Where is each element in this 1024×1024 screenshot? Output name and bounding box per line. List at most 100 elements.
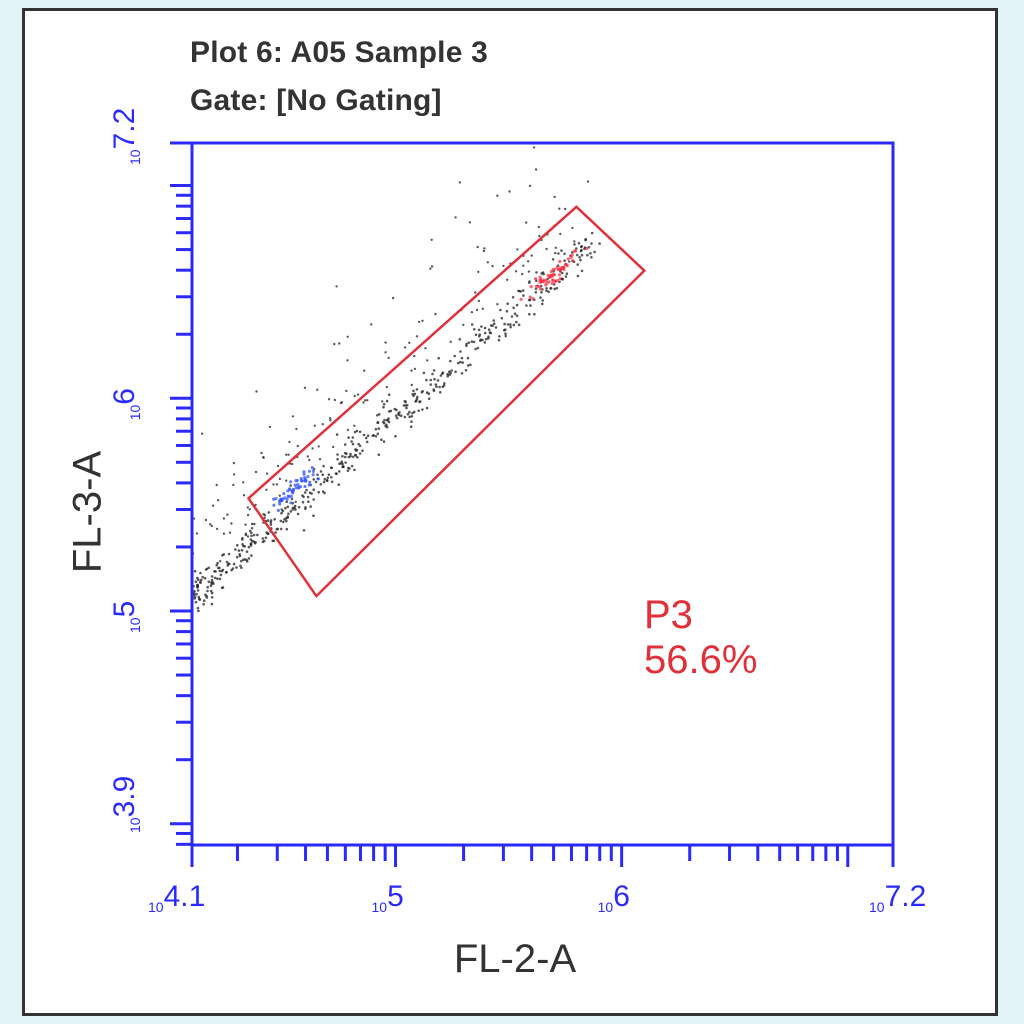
event-dot (356, 393, 360, 396)
event-dot (227, 552, 231, 556)
event-dot (535, 271, 538, 274)
event-dot (570, 253, 574, 257)
plot-frame (22, 8, 998, 1016)
event-dot (196, 589, 200, 592)
event-dot (584, 237, 587, 241)
event-dot (573, 249, 577, 253)
event-dot (202, 599, 206, 602)
gate-percent-label: 56.6% (644, 638, 758, 682)
event-dot (583, 247, 586, 250)
event-dot (242, 481, 245, 484)
event-dot (483, 331, 487, 335)
event-dot (197, 609, 200, 613)
gate-layer[interactable] (246, 205, 647, 599)
event-dot (210, 596, 214, 599)
event-dot (339, 401, 343, 405)
event-dot (474, 347, 477, 351)
gate-polygon[interactable] (246, 205, 647, 599)
gate-name-label[interactable]: P3 (644, 593, 693, 637)
event-dot (204, 593, 207, 596)
event-dot (276, 464, 280, 468)
event-dot (528, 280, 531, 283)
event-dot (378, 413, 381, 416)
event-dot (204, 518, 208, 522)
event-dot (336, 453, 339, 456)
event-dot (461, 361, 465, 364)
event-dots (191, 146, 601, 613)
event-dot (563, 259, 566, 263)
y-tick-label: 107.2 (108, 108, 143, 165)
event-dot (286, 515, 290, 518)
event-dot (243, 558, 247, 561)
event-dot (539, 287, 543, 291)
event-dot (477, 270, 480, 274)
event-dot (515, 303, 519, 307)
event-dot (545, 247, 548, 251)
event-dot (329, 419, 332, 422)
event-dot (538, 278, 542, 282)
event-dot (381, 400, 384, 403)
event-dot (341, 465, 345, 468)
event-dot (361, 449, 364, 453)
event-dot (486, 261, 489, 264)
event-dot (222, 532, 226, 535)
event-dot (362, 433, 366, 437)
event-dot (313, 424, 316, 427)
event-dot (327, 398, 331, 401)
event-dot (409, 425, 413, 429)
event-dot (301, 500, 305, 504)
event-dot (195, 532, 199, 535)
event-dot (351, 436, 355, 439)
event-dot (429, 378, 433, 382)
event-dot (534, 291, 538, 294)
event-dot (421, 390, 425, 393)
event-dot (502, 264, 505, 268)
event-dot (249, 542, 253, 546)
event-dot (244, 523, 247, 526)
event-dot (286, 489, 290, 493)
event-dot (481, 338, 484, 342)
event-dot (341, 455, 344, 458)
event-dot (307, 500, 310, 504)
event-dot (253, 522, 256, 526)
event-dot (424, 347, 427, 350)
event-dot (290, 462, 294, 466)
event-dot (534, 277, 538, 281)
event-dot (446, 375, 450, 378)
event-dot (289, 501, 293, 505)
event-dot (453, 354, 457, 358)
event-dot (317, 490, 321, 494)
event-dot (550, 282, 555, 286)
event-dot (194, 600, 198, 604)
event-dot (469, 363, 472, 367)
event-dot (201, 432, 204, 435)
event-dot (354, 448, 357, 451)
event-dot (330, 476, 333, 479)
event-dot (278, 477, 282, 481)
event-dot (263, 513, 266, 517)
event-dot (587, 246, 591, 249)
event-dot (529, 285, 533, 289)
event-dot (571, 226, 574, 230)
event-dot (319, 470, 323, 473)
event-dot (468, 221, 472, 224)
event-dot (483, 326, 487, 330)
event-dot (526, 260, 530, 263)
event-dot (551, 258, 555, 261)
event-dot (417, 409, 421, 413)
event-dot (337, 483, 341, 487)
event-dot (289, 510, 293, 513)
event-dot (230, 522, 233, 525)
event-dot (285, 500, 289, 504)
event-dot (413, 354, 416, 358)
event-dot (321, 490, 325, 493)
event-dot (418, 400, 422, 403)
event-dot (393, 407, 397, 411)
event-dot (521, 272, 524, 276)
event-dot (330, 480, 334, 484)
event-dot (211, 504, 215, 507)
event-dot (497, 338, 501, 342)
event-dot (255, 390, 258, 393)
event-dot (395, 416, 399, 420)
event-dot (328, 417, 332, 420)
